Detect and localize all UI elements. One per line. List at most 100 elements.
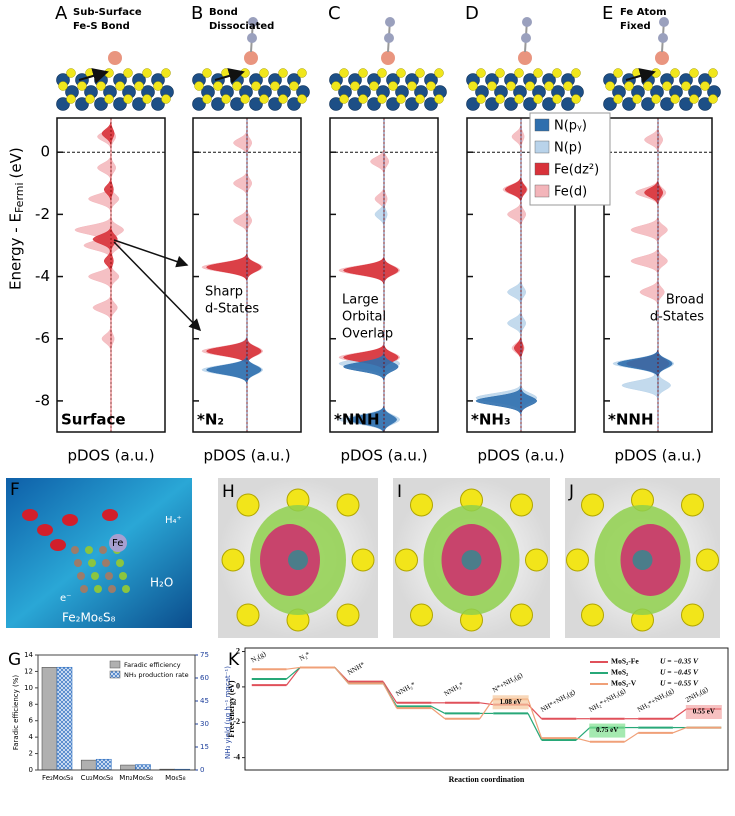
- atom: [525, 81, 535, 91]
- pdos-curve: [206, 118, 262, 432]
- annotation: d-States: [205, 302, 259, 317]
- x-axis-label: Reaction coordination: [449, 775, 525, 784]
- n-atom: [461, 550, 482, 570]
- cluster-atom: [94, 585, 102, 593]
- atom: [161, 94, 171, 104]
- cluster-atom: [71, 546, 79, 554]
- atom: [66, 68, 76, 78]
- plot-frame: [466, 117, 576, 433]
- atom: [377, 94, 387, 104]
- scheme-label: Fe: [112, 538, 123, 549]
- y2-tick-label: 60: [200, 674, 209, 682]
- legend-label: Fe(d): [554, 185, 587, 200]
- y-tick-label: 0: [29, 766, 33, 774]
- atom: [700, 81, 710, 91]
- atom: [259, 68, 269, 78]
- atom: [571, 94, 581, 104]
- atom: [251, 81, 261, 91]
- legend-label: NH₃ production rate: [124, 671, 189, 679]
- y-axis-label: Faradic efficiency (%): [12, 675, 20, 751]
- plot-frame: [603, 117, 713, 433]
- panel-caption: Fe-S Bond: [73, 21, 130, 32]
- pdos-curve: [74, 117, 124, 432]
- atom: [468, 81, 478, 91]
- y2-axis-label: NH₃ yield (μg h⁻¹ mgcat⁻¹): [224, 666, 232, 759]
- legend-label: Faradic efficiency: [124, 661, 181, 669]
- atom: [192, 97, 206, 111]
- atom: [211, 97, 225, 111]
- y2-tick-label: 75: [200, 651, 209, 659]
- x-tick-label: Fe₂Mo₆S₈: [42, 774, 73, 782]
- atom: [552, 68, 562, 78]
- atom: [696, 548, 719, 572]
- atom: [278, 68, 288, 78]
- legend-swatch: [534, 118, 550, 132]
- y-tick-label: 2: [236, 646, 240, 655]
- atom: [132, 97, 146, 111]
- bar: [41, 667, 58, 771]
- n-atom: [522, 17, 532, 27]
- atom: [581, 493, 604, 517]
- atom: [466, 97, 480, 111]
- atom: [236, 493, 260, 517]
- atom: [270, 81, 280, 91]
- annotation: 0.55 eV: [693, 708, 715, 716]
- atom: [115, 81, 125, 91]
- fe-atom: [108, 51, 122, 65]
- atom: [679, 97, 693, 111]
- legend-label: N(p): [554, 141, 582, 156]
- atom: [336, 493, 360, 517]
- atom: [96, 81, 106, 91]
- atom: [510, 493, 533, 517]
- bar: [56, 666, 73, 771]
- connector: [431, 707, 446, 720]
- x-axis-label: pDOS (a.u.): [614, 447, 701, 465]
- n-atom: [385, 17, 395, 27]
- barrier-box: [589, 723, 626, 738]
- atom: [561, 97, 575, 111]
- atom: [670, 94, 680, 104]
- annotation: 1.08 eV: [500, 698, 522, 706]
- connector: [286, 666, 301, 680]
- y-axis-label-unit: (eV): [7, 147, 25, 178]
- cluster-atom: [80, 585, 88, 593]
- atom: [624, 81, 634, 91]
- y-tick-label: 8: [29, 700, 33, 708]
- atom: [434, 68, 444, 78]
- connector: [672, 727, 687, 734]
- state-label: *N₂: [197, 411, 224, 429]
- atom: [533, 94, 543, 104]
- atom: [476, 68, 486, 78]
- molecule: [22, 509, 38, 521]
- atom: [424, 97, 438, 111]
- scheme-caption: Fe₂Mo₆S₈: [62, 611, 116, 625]
- atom: [236, 603, 260, 627]
- atom: [708, 68, 718, 78]
- legend-label: MoS₂-V: [611, 679, 637, 688]
- atom: [405, 97, 419, 111]
- y-tick-label: -6: [35, 329, 50, 347]
- plot-frame: [192, 117, 302, 433]
- pdos-curve: [612, 118, 675, 432]
- state-label: *NH₃: [471, 411, 511, 429]
- atom: [230, 97, 244, 111]
- x-tick-label: Mn₂Mo₆S₈: [119, 774, 153, 782]
- arrow: [78, 68, 109, 84]
- panel-letter: A: [55, 3, 68, 24]
- atom: [388, 81, 398, 91]
- y-tick-label: -8: [35, 391, 50, 409]
- atom: [410, 493, 433, 517]
- arrow: [625, 68, 656, 84]
- atom: [495, 68, 505, 78]
- atom: [377, 68, 387, 78]
- atom: [552, 94, 562, 104]
- connector: [576, 737, 591, 743]
- plot-frame: [56, 117, 166, 433]
- atom: [240, 94, 250, 104]
- cluster-atom: [105, 572, 113, 580]
- connector: [527, 699, 543, 739]
- fe-atom: [381, 51, 395, 65]
- atom: [689, 94, 699, 104]
- atom: [670, 68, 680, 78]
